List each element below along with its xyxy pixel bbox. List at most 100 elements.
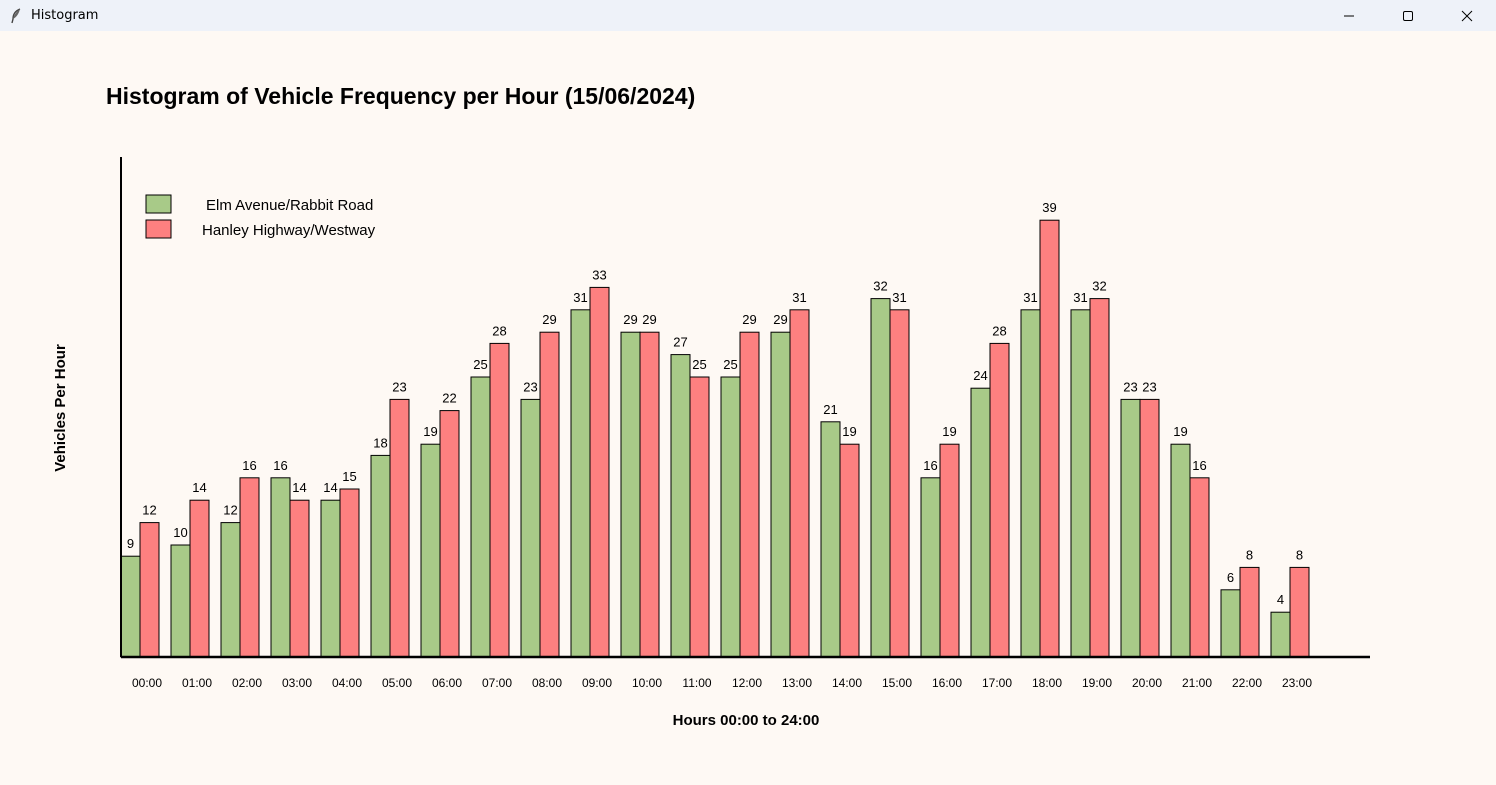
x-axis-label: Hours 00:00 to 24:00: [673, 712, 820, 729]
data-label-series1-00:00: 9: [127, 536, 134, 551]
x-tick-label: 15:00: [882, 676, 912, 690]
x-tick-label: 18:00: [1032, 676, 1062, 690]
bar-series2-18:00: [1039, 219, 1060, 658]
data-label-series1-09:00: 31: [573, 290, 587, 305]
bar-series1-20:00: [1120, 398, 1141, 658]
bar-series1-01:00: [170, 544, 191, 658]
data-label-series1-02:00: 12: [223, 503, 237, 518]
bar-series2-19:00: [1089, 298, 1110, 658]
maximize-button[interactable]: [1378, 0, 1437, 31]
data-label-series2-03:00: 14: [292, 480, 306, 495]
data-label-series2-17:00: 28: [992, 323, 1006, 338]
window-title: Histogram: [31, 8, 99, 23]
bar-series2-12:00: [739, 331, 760, 658]
data-label-series2-16:00: 19: [942, 424, 956, 439]
data-label-series1-19:00: 31: [1073, 290, 1087, 305]
x-tick-label: 01:00: [182, 676, 212, 690]
legend: Elm Avenue/Rabbit Road Hanley Highway/We…: [145, 194, 376, 239]
data-label-series1-22:00: 6: [1227, 570, 1234, 585]
legend-swatch-series1: [145, 194, 172, 214]
data-label-series1-18:00: 31: [1023, 290, 1037, 305]
x-tick-label: 04:00: [332, 676, 362, 690]
data-label-series2-11:00: 25: [692, 357, 706, 372]
data-label-series1-04:00: 14: [323, 480, 337, 495]
bar-series1-13:00: [770, 331, 791, 658]
data-label-series1-21:00: 19: [1173, 424, 1187, 439]
bar-series2-15:00: [889, 309, 910, 658]
data-label-series1-01:00: 10: [173, 525, 187, 540]
bar-series1-05:00: [370, 454, 391, 658]
bar-series1-07:00: [470, 376, 491, 658]
bar-series2-22:00: [1239, 566, 1260, 658]
data-label-series1-17:00: 24: [973, 368, 987, 383]
x-tick-label: 07:00: [482, 676, 512, 690]
data-label-series1-03:00: 16: [273, 458, 287, 473]
close-icon: [1461, 10, 1472, 21]
bar-series2-08:00: [539, 331, 560, 658]
data-label-series2-13:00: 31: [792, 290, 806, 305]
data-label-series1-07:00: 25: [473, 357, 487, 372]
data-label-series2-12:00: 29: [742, 312, 756, 327]
bar-series1-22:00: [1220, 589, 1241, 658]
window-controls: [1319, 0, 1496, 31]
data-label-series1-15:00: 32: [873, 279, 887, 294]
bar-series1-00:00: [120, 555, 141, 658]
data-label-series2-21:00: 16: [1192, 458, 1206, 473]
x-tick-label: 14:00: [832, 676, 862, 690]
x-tick-label: 16:00: [932, 676, 962, 690]
bar-series1-08:00: [520, 398, 541, 658]
close-button[interactable]: [1437, 0, 1496, 31]
data-label-series2-22:00: 8: [1246, 547, 1253, 562]
data-label-series1-05:00: 18: [373, 435, 387, 450]
bar-series2-02:00: [239, 477, 260, 658]
data-label-series1-06:00: 19: [423, 424, 437, 439]
minimize-icon: [1343, 15, 1354, 16]
x-tick-label: 05:00: [382, 676, 412, 690]
data-label-series1-10:00: 29: [623, 312, 637, 327]
bar-series2-14:00: [839, 443, 860, 658]
bar-series1-16:00: [920, 477, 941, 658]
data-label-series1-08:00: 23: [523, 379, 537, 394]
x-tick-label: 08:00: [532, 676, 562, 690]
data-label-series2-02:00: 16: [242, 458, 256, 473]
data-label-series1-13:00: 29: [773, 312, 787, 327]
bar-series2-06:00: [439, 410, 460, 658]
bar-series1-11:00: [670, 354, 691, 658]
bar-series2-07:00: [489, 342, 510, 658]
bar-series2-00:00: [139, 522, 160, 658]
bar-series2-09:00: [589, 286, 610, 658]
data-labels-group: 9 12 10 14 12 16 16 14 14 15 18 23 19 22 25 28 23 29 31 33 2…: [127, 200, 1303, 607]
x-tick-label: 21:00: [1182, 676, 1212, 690]
data-label-series2-10:00: 29: [642, 312, 656, 327]
data-label-series2-20:00: 23: [1142, 379, 1156, 394]
bar-series2-01:00: [189, 499, 210, 658]
x-tick-label: 00:00: [132, 676, 162, 690]
x-tick-label: 20:00: [1132, 676, 1162, 690]
bar-series1-02:00: [220, 522, 241, 658]
window-titlebar: Histogram: [0, 0, 1496, 31]
bar-series2-20:00: [1139, 398, 1160, 658]
minimize-button[interactable]: [1319, 0, 1378, 31]
x-tick-label: 03:00: [282, 676, 312, 690]
bar-series1-18:00: [1020, 309, 1041, 658]
bar-series2-21:00: [1189, 477, 1210, 658]
data-label-series2-06:00: 22: [442, 391, 456, 406]
maximize-icon: [1402, 10, 1413, 21]
data-label-series2-18:00: 39: [1042, 200, 1056, 215]
bar-series1-12:00: [720, 376, 741, 658]
bar-series2-23:00: [1289, 566, 1310, 658]
legend-swatch-series2: [145, 219, 172, 239]
data-label-series2-04:00: 15: [342, 469, 356, 484]
histogram-chart: Histogram of Vehicle Frequency per Hour …: [52, 83, 1370, 729]
x-tick-label: 23:00: [1282, 676, 1312, 690]
bar-series2-03:00: [289, 499, 310, 658]
data-label-series1-23:00: 4: [1277, 592, 1284, 607]
data-label-series2-00:00: 12: [142, 503, 156, 518]
chart-title: Histogram of Vehicle Frequency per Hour …: [106, 83, 695, 109]
bar-series2-13:00: [789, 309, 810, 658]
x-tick-label: 13:00: [782, 676, 812, 690]
bar-series2-10:00: [639, 331, 660, 658]
data-label-series2-09:00: 33: [592, 267, 606, 282]
data-label-series2-07:00: 28: [492, 323, 506, 338]
legend-label-series2: Hanley Highway/Westway: [202, 222, 376, 239]
